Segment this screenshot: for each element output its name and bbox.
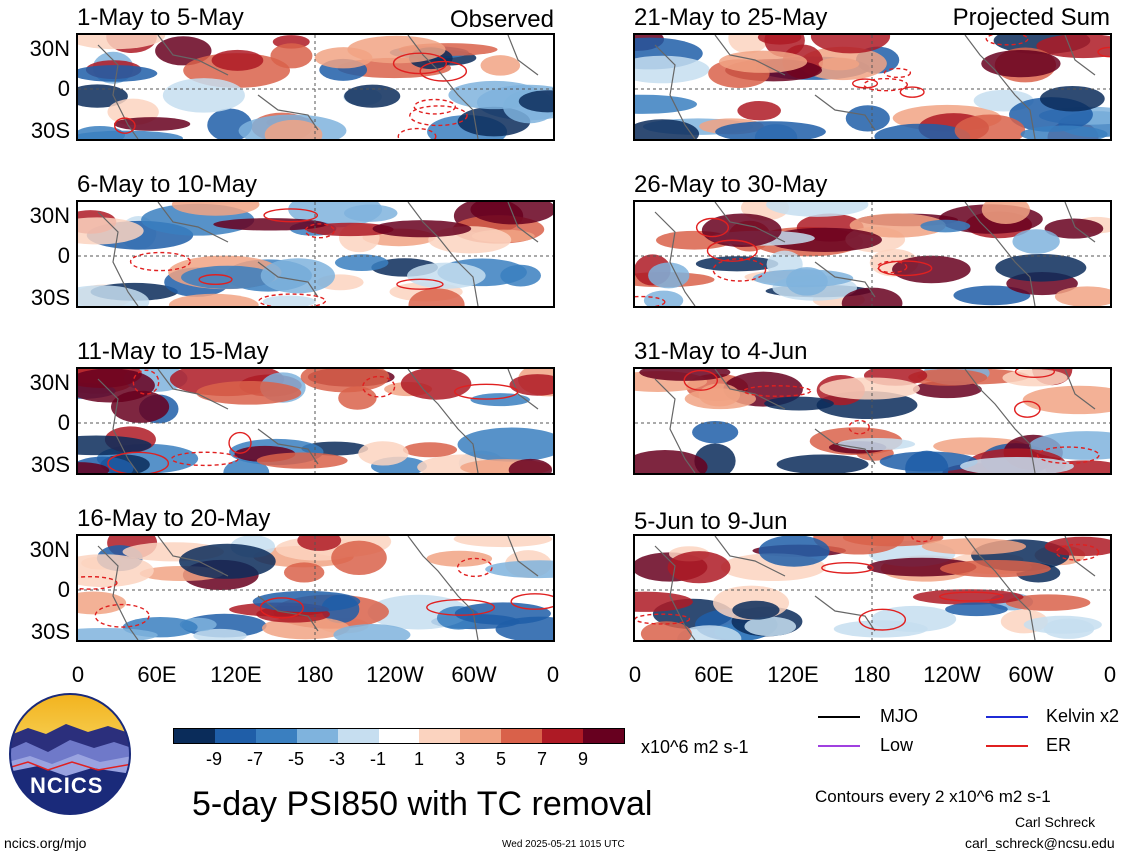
lon-label: 120E bbox=[210, 662, 262, 687]
panel-title: 11-May to 15-May bbox=[77, 338, 269, 365]
lon-label: 180 bbox=[296, 662, 334, 687]
lat-label-eq: 0 bbox=[57, 577, 70, 602]
legend-label-low: Low bbox=[880, 735, 914, 755]
lat-label-30s: 30S bbox=[30, 118, 70, 143]
lon-label: 0 bbox=[628, 662, 642, 687]
colorbar bbox=[173, 728, 625, 744]
projected-sum-label: Projected Sum bbox=[952, 4, 1110, 31]
colorbar-label: 7 bbox=[536, 749, 547, 769]
lon-label: 120E bbox=[767, 662, 819, 687]
map-panel bbox=[633, 200, 1112, 308]
lon-label: 0 bbox=[546, 662, 560, 687]
panel-title: 31-May to 4-Jun bbox=[634, 338, 808, 365]
logo-text: NCICS bbox=[30, 773, 104, 798]
main-title: 5-day PSI850 with TC removal bbox=[192, 785, 653, 823]
colorbar-label: -7 bbox=[246, 749, 263, 769]
map-panel bbox=[76, 367, 555, 475]
legend-line-er bbox=[986, 745, 1028, 747]
colorbar-swatch bbox=[378, 729, 420, 743]
anomaly-field bbox=[635, 35, 1110, 139]
lat-label-30n: 30N bbox=[29, 370, 70, 395]
colorbar-label: 1 bbox=[413, 749, 424, 769]
lon-label: 0 bbox=[1103, 662, 1117, 687]
map-panel bbox=[633, 534, 1112, 642]
legend-label-er: ER bbox=[1046, 735, 1072, 755]
lat-label-eq: 0 bbox=[57, 76, 70, 101]
legend-line-mjo bbox=[818, 716, 860, 718]
legend-line-low bbox=[818, 745, 860, 747]
colorbar-swatch bbox=[419, 729, 461, 743]
colorbar-label: -3 bbox=[328, 749, 345, 769]
map-panel bbox=[76, 534, 555, 642]
colorbar-swatch bbox=[337, 729, 379, 743]
lat-label-30n: 30N bbox=[29, 203, 70, 228]
lon-label: 60E bbox=[694, 662, 734, 687]
lon-label: 60E bbox=[137, 662, 177, 687]
anomaly-field bbox=[78, 536, 553, 640]
contours-note: Contours every 2 x10^6 m2 s-1 bbox=[815, 787, 1051, 806]
author-name: Carl Schreck bbox=[1015, 814, 1096, 830]
legend-line-kelvin bbox=[986, 716, 1028, 718]
lat-label-30n: 30N bbox=[29, 36, 70, 61]
colorbar-swatch bbox=[583, 729, 624, 743]
lat-label-30s: 30S bbox=[30, 619, 70, 644]
ncics-logo bbox=[9, 693, 131, 815]
legend-label-kelvin: Kelvin x2 bbox=[1046, 706, 1120, 726]
lat-label-eq: 0 bbox=[57, 410, 70, 435]
anomaly-field bbox=[78, 35, 553, 139]
map-panel bbox=[633, 367, 1112, 475]
lat-label-30n: 30N bbox=[29, 537, 70, 562]
colorbar-swatch bbox=[174, 729, 215, 743]
colorbar-swatch bbox=[255, 729, 297, 743]
colorbar-label: 9 bbox=[577, 749, 588, 769]
anomaly-field bbox=[78, 202, 553, 306]
colorbar-label: 5 bbox=[495, 749, 506, 769]
lon-label: 60W bbox=[451, 662, 497, 687]
panel-title: 5-Jun to 9-Jun bbox=[634, 508, 788, 535]
website-label: ncics.org/mjo bbox=[4, 835, 87, 851]
anomaly-field bbox=[635, 536, 1110, 640]
panel-title: 1-May to 5-May bbox=[77, 4, 244, 31]
map-panel bbox=[76, 33, 555, 141]
colorbar-swatch bbox=[542, 729, 584, 743]
panel-title: 21-May to 25-May bbox=[634, 4, 828, 31]
colorbar-units: x10^6 m2 s-1 bbox=[641, 737, 749, 757]
observed-label: Observed bbox=[449, 6, 554, 33]
panel-title: 26-May to 30-May bbox=[634, 171, 828, 198]
colorbar-label: -1 bbox=[369, 749, 386, 769]
author-email: carl_schreck@ncsu.edu bbox=[965, 835, 1115, 851]
lon-label: 0 bbox=[71, 662, 85, 687]
lon-label: 180 bbox=[853, 662, 891, 687]
lat-label-30s: 30S bbox=[30, 452, 70, 477]
colorbar-swatch bbox=[460, 729, 502, 743]
legend-label-mjo: MJO bbox=[880, 706, 918, 726]
panel-title: 6-May to 10-May bbox=[77, 171, 258, 198]
colorbar-label: -9 bbox=[205, 749, 222, 769]
panel-title: 16-May to 20-May bbox=[77, 505, 271, 532]
lon-label: 120W bbox=[366, 662, 424, 687]
map-panel bbox=[633, 33, 1112, 141]
colorbar-swatch bbox=[501, 729, 543, 743]
colorbar-label: -5 bbox=[287, 749, 304, 769]
timestamp: Wed 2025-05-21 1015 UTC bbox=[502, 839, 625, 850]
lat-label-eq: 0 bbox=[57, 243, 70, 268]
colorbar-swatch bbox=[296, 729, 338, 743]
lat-label-30s: 30S bbox=[30, 285, 70, 310]
lon-label: 60W bbox=[1008, 662, 1054, 687]
colorbar-label: 3 bbox=[454, 749, 465, 769]
map-panel bbox=[76, 200, 555, 308]
anomaly-field bbox=[78, 369, 553, 473]
colorbar-swatch bbox=[214, 729, 256, 743]
anomaly-field bbox=[635, 202, 1110, 306]
anomaly-field bbox=[635, 369, 1110, 473]
lon-label: 120W bbox=[923, 662, 981, 687]
